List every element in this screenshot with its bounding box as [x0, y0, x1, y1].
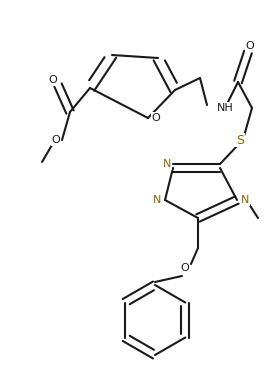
- Text: S: S: [236, 133, 244, 147]
- Text: O: O: [181, 263, 189, 273]
- Text: NH: NH: [217, 103, 234, 113]
- Text: O: O: [49, 75, 57, 85]
- Text: O: O: [152, 113, 160, 123]
- Text: O: O: [52, 135, 60, 145]
- Text: N: N: [153, 195, 161, 205]
- Text: N: N: [241, 195, 249, 205]
- Text: N: N: [163, 159, 171, 169]
- Text: O: O: [246, 41, 254, 51]
